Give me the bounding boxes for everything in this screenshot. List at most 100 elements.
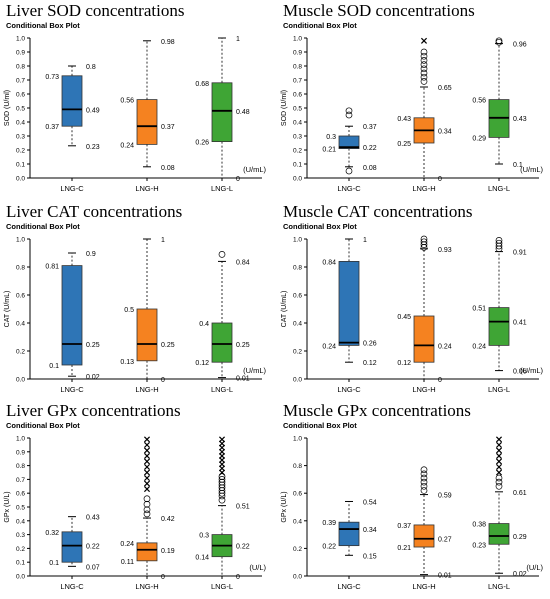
median-label: 0.48 <box>236 109 250 116</box>
upper-whisker-label: 0.9 <box>86 251 96 258</box>
y-tick-label: 0.6 <box>16 491 25 498</box>
iqr-box <box>136 308 158 362</box>
outlier-circle <box>420 61 428 68</box>
y-axis-title: GPx (U/L) <box>4 491 11 522</box>
y-tick-label: 0.5 <box>293 106 302 113</box>
y-tick-label: 0.1 <box>293 162 302 169</box>
q1-label: 0.21 <box>397 545 411 552</box>
outlier-circle <box>495 38 503 46</box>
outlier-circle <box>420 78 428 85</box>
iqr-box <box>211 82 233 143</box>
y-tick-label: 1.0 <box>16 36 25 43</box>
outlier-circle <box>495 239 503 247</box>
unit-label: (U/L) <box>526 563 543 572</box>
y-axis-title: CAT (U/mL) <box>4 291 11 328</box>
iqr-box <box>61 265 83 366</box>
y-tick-label: 0.5 <box>16 505 25 512</box>
lower-whisker-label: 0 <box>161 574 165 581</box>
outlier-cross <box>495 469 503 476</box>
median-label: 0.25 <box>161 342 175 349</box>
y-tick-label: 0.2 <box>293 546 302 553</box>
outlier-cross <box>495 436 503 443</box>
outlier-cross-stroke <box>495 447 503 454</box>
lower-whisker-label: 0.02 <box>513 571 527 578</box>
upper-whisker-label: 1 <box>236 36 240 43</box>
q1-label: 0.1 <box>49 363 59 370</box>
panel-subtitle: Conditional Box Plot <box>6 21 80 30</box>
iqr-box <box>338 261 360 346</box>
y-axis-title: SOD (U/ml) <box>4 90 11 126</box>
outlier-cross-stroke <box>495 463 503 471</box>
outlier-circle <box>420 482 428 490</box>
iqr-box <box>136 99 158 145</box>
upper-whisker-label: 0.43 <box>86 515 100 522</box>
y-tick-label: 1.0 <box>293 36 302 43</box>
lower-whisker-label: 0.15 <box>363 553 377 560</box>
iqr-box <box>338 135 360 149</box>
panel-muscle-sod: Muscle SOD concentrations Conditional Bo… <box>277 0 550 199</box>
q1-label: 0.25 <box>397 141 411 148</box>
outlier-cross <box>143 441 151 448</box>
x-tick-label: LNG-L <box>211 582 233 591</box>
y-tick-label: 0.2 <box>293 349 302 356</box>
unit-label: (U/mL) <box>243 165 266 174</box>
panel-title: Liver GPx concentrations <box>6 401 181 420</box>
outlier-cross-stroke <box>143 463 151 471</box>
q1-label: 0.1 <box>49 560 59 567</box>
iqr-box <box>61 531 83 563</box>
upper-whisker-label: 0.98 <box>161 39 175 46</box>
y-tick-label: 0.9 <box>293 50 302 57</box>
outlier-circle <box>218 484 226 492</box>
unit-label: (U/L) <box>249 563 266 572</box>
outlier-circle <box>218 478 226 486</box>
y-tick-label: 0.2 <box>16 546 25 553</box>
y-tick-label: 1.0 <box>293 237 302 244</box>
outlier-circle <box>420 69 428 77</box>
panel-subtitle: Conditional Box Plot <box>6 222 80 231</box>
lower-whisker-label: 0 <box>438 176 442 183</box>
y-tick-label: 0.6 <box>293 293 302 300</box>
median-label: 0.43 <box>513 116 527 123</box>
outlier-cross-stroke <box>143 452 151 459</box>
outlier-cross <box>495 463 503 471</box>
median-label: 0.22 <box>363 145 377 152</box>
lower-whisker-label: 0.1 <box>513 162 523 169</box>
outlier-cross-stroke <box>143 469 151 476</box>
outlier-cross <box>495 441 503 448</box>
panel-subtitle: Conditional Box Plot <box>283 222 357 231</box>
outlier-circle <box>143 500 151 508</box>
panel-muscle-cat: Muscle CAT concentrations Conditional Bo… <box>277 201 550 400</box>
outlier-cross <box>143 486 151 493</box>
outlier-cross-stroke <box>143 436 151 443</box>
outlier-circle <box>218 481 226 489</box>
lower-whisker-label: 0 <box>236 574 240 581</box>
panel-title: Muscle GPx concentrations <box>283 401 471 420</box>
q1-label: 0.21 <box>322 147 336 154</box>
outlier-cross-stroke <box>143 441 151 448</box>
q3-label: 0.84 <box>322 259 336 266</box>
outlier-cross-stroke <box>420 37 428 44</box>
q3-label: 0.32 <box>45 530 59 537</box>
median-label: 0.49 <box>86 107 100 114</box>
iqr-box <box>488 307 510 346</box>
outlier-circle <box>345 167 353 175</box>
x-tick-label: LNG-C <box>337 582 361 591</box>
outlier-cross <box>143 452 151 459</box>
q3-label: 0.56 <box>472 98 486 105</box>
median-label: 0.25 <box>236 342 250 349</box>
q1-label: 0.13 <box>120 359 134 366</box>
y-tick-label: 0.8 <box>293 463 302 470</box>
y-tick-label: 1.0 <box>16 237 25 244</box>
q1-label: 0.26 <box>195 140 209 147</box>
x-tick-label: LNG-C <box>60 582 84 591</box>
q1-label: 0.11 <box>121 559 134 566</box>
outlier-cross <box>143 474 151 482</box>
y-tick-label: 0.8 <box>293 64 302 71</box>
outlier-cross-stroke <box>143 480 151 487</box>
x-tick-label: LNG-C <box>60 385 84 394</box>
unit-label: (U/mL) <box>520 366 543 375</box>
lower-whisker-label: 0.08 <box>161 165 175 172</box>
y-tick-label: 0.0 <box>16 574 25 581</box>
panel-title: Muscle SOD concentrations <box>283 1 475 20</box>
